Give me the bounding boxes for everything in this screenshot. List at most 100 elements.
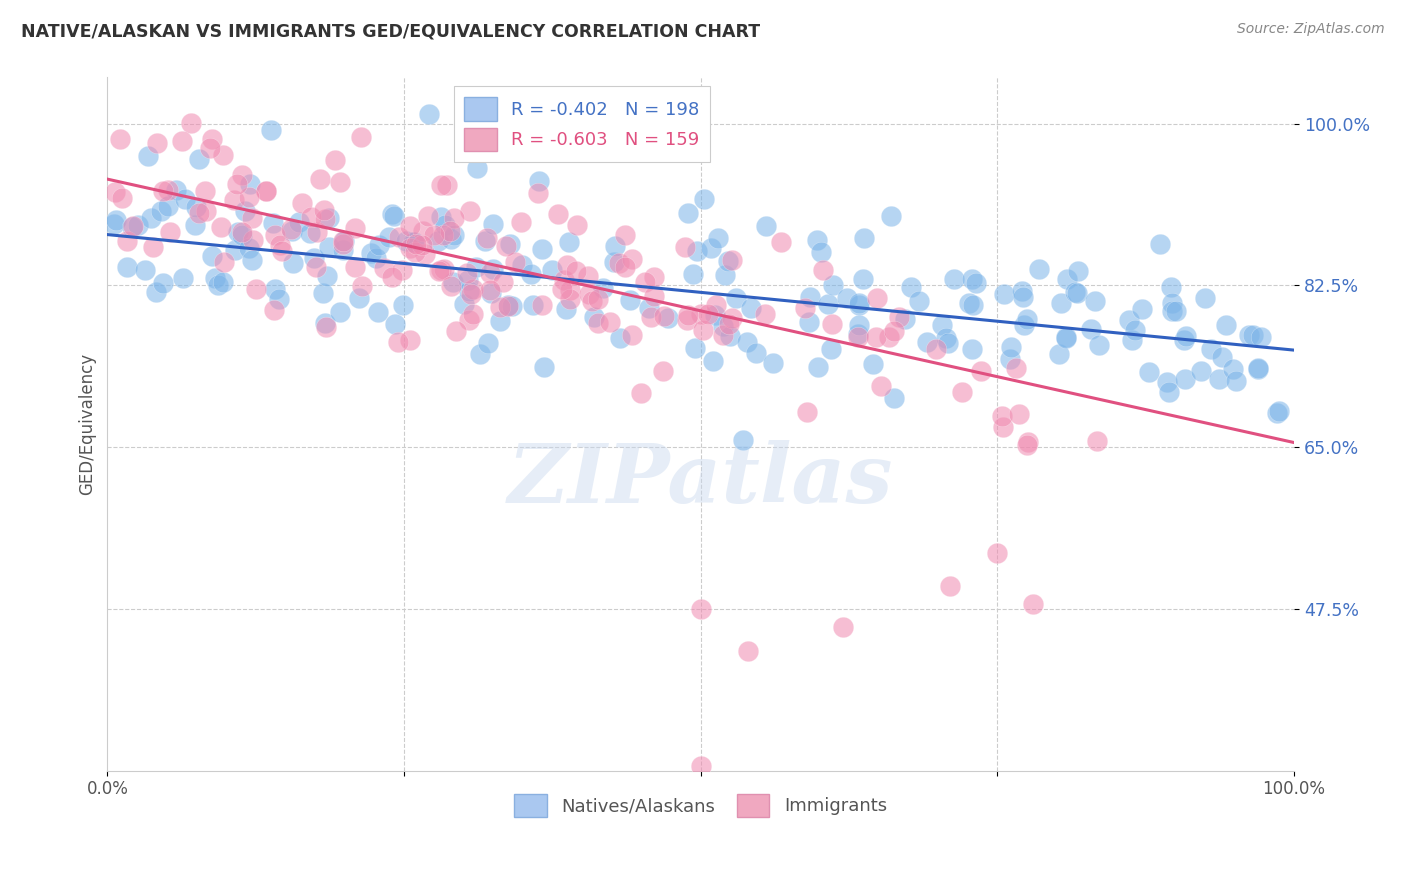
Point [1050, 296, 1073, 310]
Point [848, 298, 870, 312]
Point [689, 602, 711, 616]
Point [254, 184, 277, 198]
Point [225, 177, 247, 191]
Point [233, 204, 256, 219]
Point [683, 341, 706, 355]
Point [852, 271, 875, 285]
Point [201, 249, 224, 263]
Point [457, 285, 479, 299]
Point [1149, 237, 1171, 252]
Point [1047, 346, 1070, 360]
Point [103, 217, 125, 231]
Point [962, 272, 984, 286]
Point [614, 260, 637, 274]
Point [869, 379, 891, 393]
Point [194, 184, 217, 198]
Point [526, 186, 548, 201]
Point [443, 227, 465, 242]
Point [475, 231, 498, 245]
Point [411, 238, 433, 252]
Point [737, 643, 759, 657]
Point [440, 232, 463, 246]
Point [141, 211, 163, 225]
Point [427, 263, 450, 277]
Point [713, 268, 735, 282]
Legend: Natives/Alaskans, Immigrants: Natives/Alaskans, Immigrants [508, 787, 894, 824]
Point [603, 238, 626, 252]
Point [332, 243, 354, 257]
Point [402, 235, 425, 249]
Point [1084, 293, 1107, 308]
Point [332, 235, 354, 249]
Point [689, 759, 711, 773]
Point [1011, 284, 1033, 298]
Point [1080, 322, 1102, 336]
Point [676, 313, 699, 327]
Point [392, 298, 415, 312]
Point [263, 228, 285, 243]
Point [1222, 362, 1244, 376]
Point [245, 282, 267, 296]
Point [806, 233, 828, 247]
Point [1056, 272, 1078, 286]
Point [291, 196, 314, 211]
Point [432, 228, 454, 243]
Point [848, 295, 870, 310]
Point [1164, 303, 1187, 318]
Point [281, 255, 304, 269]
Point [460, 286, 482, 301]
Point [724, 292, 747, 306]
Point [510, 215, 533, 229]
Point [720, 252, 742, 267]
Point [152, 184, 174, 198]
Point [433, 262, 456, 277]
Point [527, 174, 550, 188]
Point [412, 224, 434, 238]
Point [1022, 597, 1045, 611]
Point [609, 331, 631, 345]
Point [110, 132, 132, 146]
Point [1239, 328, 1261, 343]
Point [1208, 372, 1230, 386]
Point [381, 270, 404, 285]
Point [823, 277, 845, 292]
Point [281, 224, 304, 238]
Point [479, 285, 502, 300]
Point [599, 315, 621, 329]
Point [740, 301, 762, 316]
Point [603, 254, 626, 268]
Point [813, 262, 835, 277]
Point [180, 116, 202, 130]
Point [366, 251, 388, 265]
Point [305, 260, 328, 275]
Point [156, 183, 179, 197]
Point [702, 354, 724, 368]
Point [846, 329, 869, 343]
Point [558, 283, 581, 297]
Point [614, 228, 637, 243]
Point [848, 318, 870, 332]
Point [1008, 407, 1031, 421]
Point [503, 254, 526, 268]
Point [360, 246, 382, 260]
Point [755, 219, 778, 234]
Point [551, 282, 574, 296]
Point [651, 364, 673, 378]
Point [287, 214, 309, 228]
Point [318, 211, 340, 226]
Point [314, 212, 336, 227]
Point [307, 225, 329, 239]
Point [413, 247, 436, 261]
Point [184, 218, 207, 232]
Point [718, 329, 741, 343]
Point [259, 122, 281, 136]
Point [879, 209, 901, 223]
Point [240, 211, 263, 226]
Point [332, 236, 354, 251]
Point [1067, 264, 1090, 278]
Point [391, 262, 413, 277]
Point [173, 192, 195, 206]
Point [711, 318, 734, 333]
Point [998, 352, 1021, 367]
Point [1247, 360, 1270, 375]
